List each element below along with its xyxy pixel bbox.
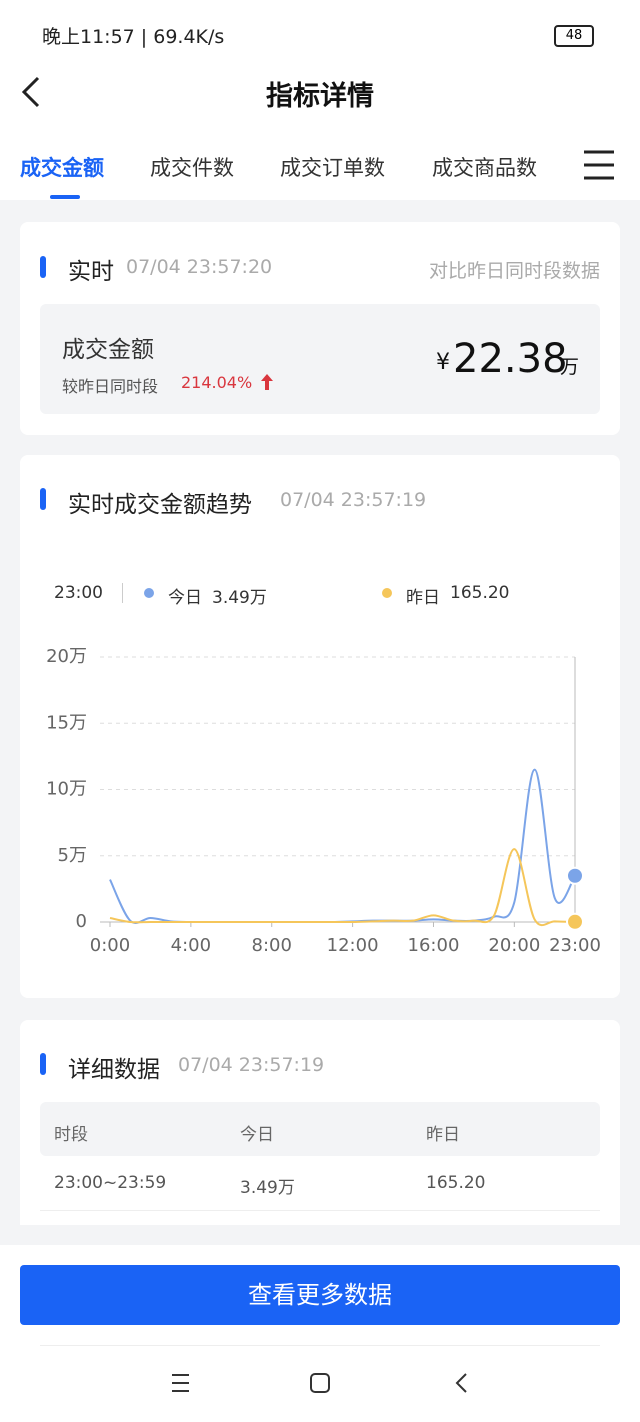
- metric-name: 成交金额: [62, 337, 154, 363]
- metric-box: [40, 304, 600, 414]
- tab[interactable]: 成交商品数: [432, 156, 537, 180]
- amount: 22.38: [453, 336, 568, 382]
- trend-card: 实时成交金额趋势 07/04 23:57:19 23:00 今日 3.49万 昨…: [20, 455, 620, 998]
- column-header: 时段: [54, 1125, 88, 1145]
- x-tick-label: 23:00: [549, 935, 601, 956]
- x-tick-label: 0:00: [90, 935, 130, 956]
- page-title: 指标详情: [266, 81, 374, 112]
- amount-unit: 万: [560, 356, 580, 378]
- timestamp: 07/04 23:57:19: [280, 489, 427, 511]
- status-time: 晚上11:57 | 69.4K/s: [42, 26, 225, 48]
- tab[interactable]: 成交订单数: [280, 156, 385, 180]
- tooltip-dot: [382, 588, 392, 598]
- section-marker: [40, 1053, 46, 1075]
- y-tick-label: 5万: [58, 845, 87, 866]
- section-title: 详细数据: [68, 1057, 160, 1083]
- table-header: [40, 1102, 600, 1156]
- table-cell: 3.49万: [240, 1178, 295, 1198]
- table-cell: 165.20: [426, 1173, 486, 1193]
- divider: [40, 1345, 600, 1346]
- back-button[interactable]: [18, 74, 48, 110]
- change-label: 较昨日同时段: [62, 377, 159, 396]
- tooltip-value: 165.20: [450, 583, 510, 603]
- y-tick-label: 10万: [46, 779, 87, 800]
- x-tick-label: 8:00: [252, 935, 292, 956]
- timestamp: 07/04 23:57:19: [178, 1054, 325, 1076]
- series-line: [109, 848, 576, 927]
- x-tick-label: 4:00: [171, 935, 211, 956]
- compare-link[interactable]: 对比昨日同时段数据: [428, 260, 600, 282]
- divider: [122, 583, 123, 603]
- more-data-button[interactable]: 查看更多数据: [20, 1265, 620, 1325]
- tab-indicator: [50, 195, 80, 199]
- tooltip-dot: [144, 588, 154, 598]
- realtime-card: 实时 07/04 23:57:20 对比昨日同时段数据 成交金额 较昨日同时段 …: [20, 222, 620, 435]
- section-marker: [40, 256, 46, 278]
- timestamp: 07/04 23:57:20: [126, 256, 273, 278]
- y-tick-label: 15万: [46, 712, 87, 733]
- menu-button[interactable]: [580, 148, 620, 182]
- series-marker: [566, 912, 584, 931]
- y-tick-label: 20万: [46, 646, 87, 667]
- tooltip-value: 3.49万: [212, 588, 267, 608]
- nav-back[interactable]: [455, 1373, 467, 1393]
- series-marker: [566, 866, 584, 885]
- x-tick-label: 20:00: [488, 935, 540, 956]
- column-header: 今日: [240, 1125, 274, 1145]
- change-value: 214.04%: [181, 373, 253, 392]
- currency: ¥: [436, 350, 450, 375]
- up-arrow: [261, 374, 273, 390]
- nav-menu[interactable]: [172, 1374, 189, 1392]
- row-divider: [40, 1210, 600, 1211]
- section-marker: [40, 488, 46, 510]
- x-tick-label: 12:00: [327, 935, 379, 956]
- tooltip-time: 23:00: [54, 583, 103, 603]
- x-tick-label: 16:00: [408, 935, 460, 956]
- series-line: [109, 768, 576, 924]
- detail-card: 详细数据 07/04 23:57:19 时段 今日 昨日 23:00~23:59…: [20, 1020, 620, 1225]
- tooltip-label: 今日: [168, 588, 202, 608]
- y-tick-label: 0: [76, 911, 87, 932]
- nav-bar: [172, 1373, 467, 1393]
- column-header: 昨日: [426, 1125, 460, 1145]
- tab[interactable]: 成交件数: [150, 156, 234, 180]
- battery: 48: [554, 25, 594, 47]
- section-title: 实时: [68, 259, 114, 285]
- tab[interactable]: 成交金额: [20, 156, 104, 180]
- nav-home[interactable]: [310, 1373, 330, 1393]
- section-title: 实时成交金额趋势: [68, 492, 252, 518]
- table-cell: 23:00~23:59: [54, 1173, 167, 1193]
- tooltip-label: 昨日: [406, 588, 440, 608]
- trend-chart: 0 5万 10万 15万 20万 0:00 4:00 8:00 12:00 16:00 20:00 2…: [46, 646, 601, 956]
- top-area: [0, 0, 640, 200]
